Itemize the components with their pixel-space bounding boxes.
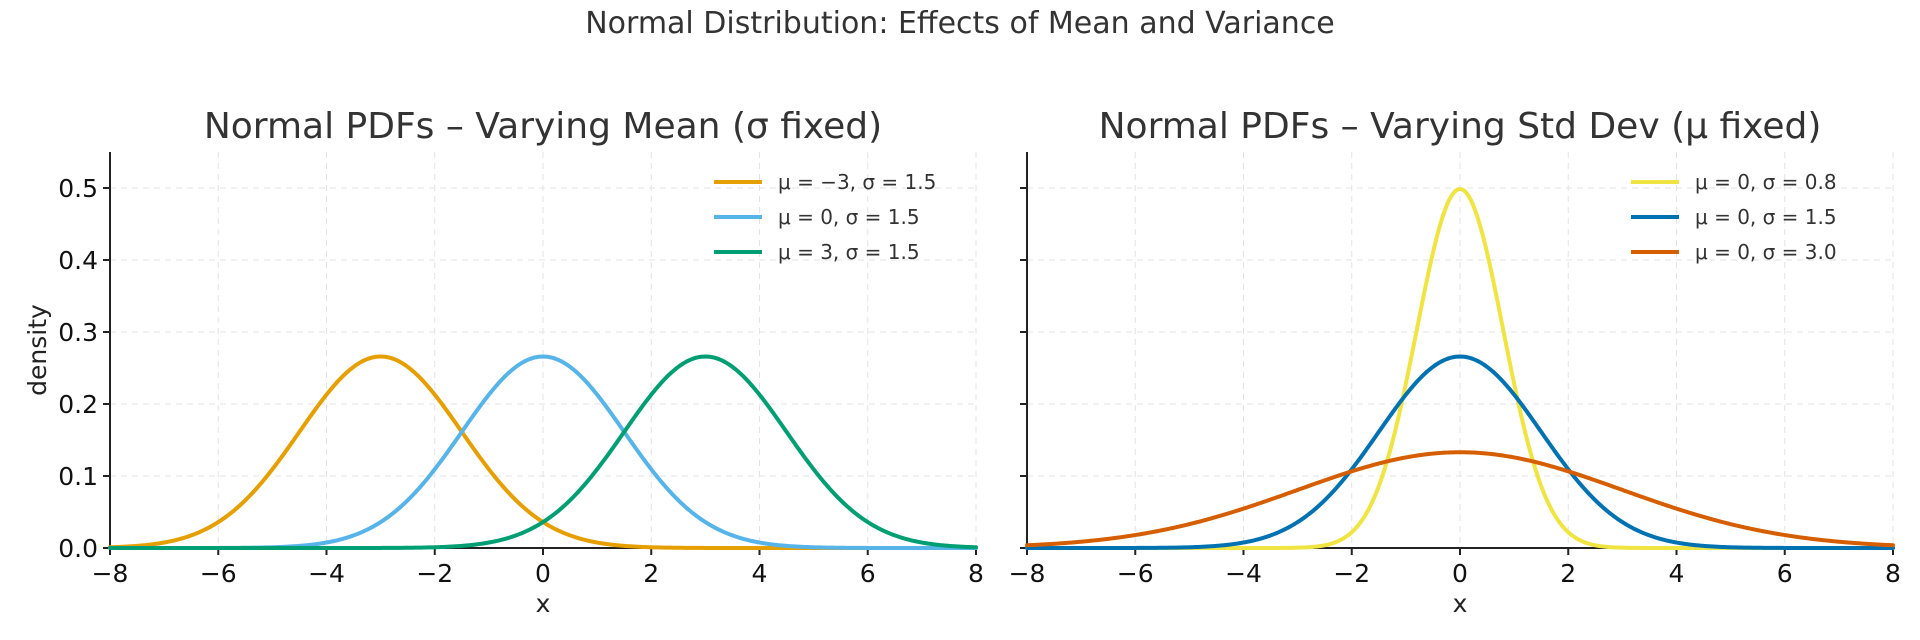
x-tick-label: 6 [860,559,876,588]
figure-suptitle: Normal Distribution: Effects of Mean and… [585,6,1335,41]
x-tick-label: −8 [92,559,129,588]
x-axis-label: x [536,589,551,618]
x-tick-label: −2 [1333,559,1370,588]
x-tick-label: −2 [416,559,453,588]
series-line-3 [1025,450,1895,548]
legend-label: μ = 0, σ = 0.8 [1695,170,1837,194]
series-line-2 [1025,354,1895,550]
legend: μ = 0, σ = 0.8 μ = 0, σ = 1.5 μ = 0, σ = 3… [1631,170,1837,264]
x-tick-label: 4 [752,559,768,588]
x-tick-label: 6 [1777,559,1793,588]
x-tick-label: 2 [1560,559,1576,588]
panel-title: Normal PDFs – Varying Std Dev (μ fixed) [1099,106,1822,147]
series-line-3 [108,354,978,550]
legend-label: μ = −3, σ = 1.5 [778,170,936,194]
x-tick-label: 2 [643,559,659,588]
x-tick-label: 8 [1885,559,1901,588]
x-tick-label: 0 [535,559,551,588]
y-axis-label: density [23,304,52,396]
x-tick-label: −8 [1009,559,1046,588]
legend: μ = −3, σ = 1.5 μ = 0, σ = 1.5 μ = 3, σ = … [714,170,936,264]
legend-label: μ = 0, σ = 1.5 [1695,205,1837,229]
panel-title: Normal PDFs – Varying Mean (σ fixed) [204,106,882,147]
y-tick-label: 0.5 [58,174,98,203]
y-tick-label: 0.0 [58,534,98,563]
y-tick-label: 0.3 [58,318,98,347]
x-axis-label: x [1453,589,1468,618]
y-tick-label: 0.1 [58,462,98,491]
legend-label: μ = 0, σ = 3.0 [1695,240,1837,264]
y-tick-label: 0.2 [58,390,98,419]
x-tick-label: −4 [308,559,345,588]
panel-1: −8 −6 −4 −2 0 2 4 6 8 0.0 0.1 0.2 0.3 0.4 0.5 Normal PD… [23,106,984,618]
x-tick-label: 4 [1669,559,1685,588]
x-tick-label: −6 [200,559,237,588]
x-tick-label: −6 [1117,559,1154,588]
x-tick-label: 0 [1452,559,1468,588]
x-tick-label: −4 [1225,559,1262,588]
x-tick-label: 8 [968,559,984,588]
legend-label: μ = 0, σ = 1.5 [778,205,920,229]
y-tick-label: 0.4 [58,246,98,275]
legend-label: μ = 3, σ = 1.5 [778,240,920,264]
panel-2: −8 −6 −4 −2 0 2 4 6 8 Normal PDFs – Varying Std D… [1009,106,1901,618]
